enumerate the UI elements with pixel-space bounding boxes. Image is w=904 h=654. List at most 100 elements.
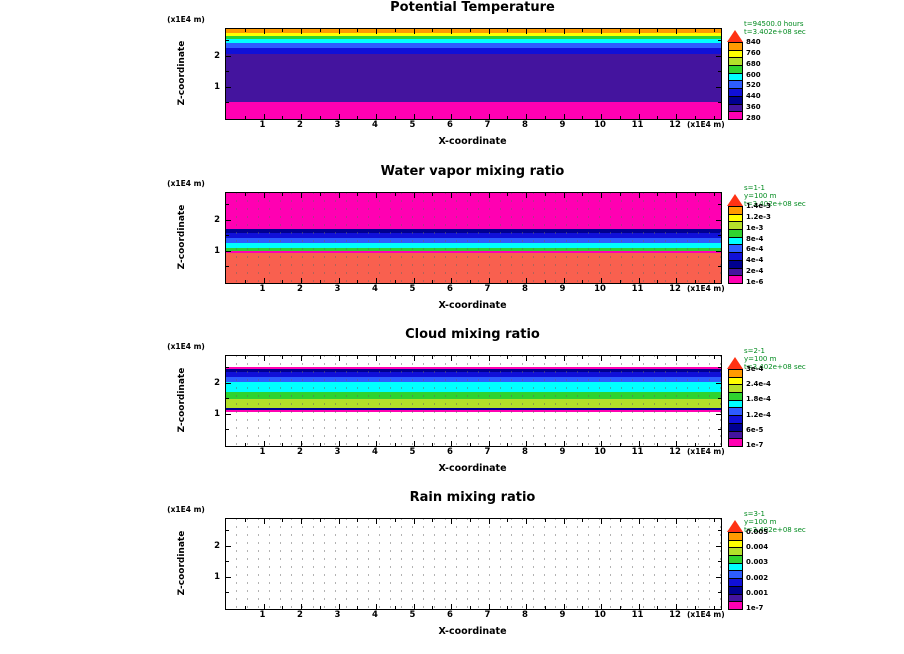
colorbar-segment <box>729 206 742 215</box>
axis-tick <box>619 280 621 283</box>
axis-tick <box>713 356 715 359</box>
axis-tick <box>526 193 527 198</box>
axis-tick <box>716 413 721 415</box>
axis-tick <box>432 606 434 609</box>
axis-tick <box>694 606 696 609</box>
axis-tick <box>638 278 640 283</box>
x-tick-label: 1 <box>259 284 266 294</box>
axis-tick <box>357 29 359 32</box>
axis-tick <box>488 29 490 34</box>
colorbar-tick-label: 2.4e-4 <box>746 380 771 389</box>
grid-dots <box>226 193 721 283</box>
axis-tick <box>507 356 509 359</box>
axis-tick <box>338 519 340 524</box>
axis-tick <box>244 443 246 446</box>
x-axis-label: X-coordinate <box>438 300 507 311</box>
axis-tick <box>507 280 509 283</box>
axis-tick <box>694 356 696 359</box>
colorbar-tick-label: 520 <box>746 81 761 90</box>
colorbar-tick-label: 760 <box>746 48 761 57</box>
axis-tick <box>244 519 246 522</box>
axis-tick <box>544 519 546 522</box>
panel-potential-temperature: Potential Temperature (x1E4 m) Z-coordin… <box>0 0 904 164</box>
axis-tick <box>263 519 265 524</box>
axis-tick <box>263 114 265 119</box>
axis-tick <box>244 356 246 359</box>
x-tick-label: 9 <box>559 447 566 457</box>
colorbar-arrow <box>727 520 743 532</box>
axis-tick <box>694 116 696 119</box>
axis-tick <box>432 356 434 359</box>
axis-tick <box>716 86 721 88</box>
panel-title: Rain mixing ratio <box>409 490 536 505</box>
axis-tick <box>507 116 509 119</box>
axis-tick <box>301 114 302 119</box>
axis-tick <box>301 604 302 609</box>
axis-tick <box>718 266 721 268</box>
axis-tick <box>718 367 721 369</box>
y-axis-label: Z-coordinate <box>177 40 187 106</box>
axis-tick <box>413 604 415 609</box>
axis-tick <box>244 280 246 283</box>
x-tick-label: 6 <box>447 120 453 130</box>
axis-tick <box>226 530 229 532</box>
colorbar-segment <box>729 563 742 572</box>
axis-tick <box>488 278 490 283</box>
axis-tick <box>657 29 659 32</box>
plot-annotations: t=94500.0 hours t=3.402e+08 sec <box>744 20 806 36</box>
y-axis-unit-label: (x1E4 m) <box>167 505 205 514</box>
axis-tick <box>638 441 640 446</box>
axis-tick <box>301 356 302 361</box>
x-tick-label: 2 <box>297 610 303 620</box>
axis-tick <box>357 443 359 446</box>
axis-tick <box>469 519 471 522</box>
axis-tick <box>319 606 321 609</box>
axis-tick <box>244 193 246 196</box>
x-axis-label: X-coordinate <box>438 626 507 637</box>
plot-annotations: s=1-1 y=100 m t=3.402e+08 sec <box>744 184 806 208</box>
axis-tick <box>718 530 721 532</box>
axis-tick <box>563 441 565 446</box>
colorbar <box>728 532 743 610</box>
colorbar-tick-label: 6e-5 <box>746 425 764 434</box>
axis-tick <box>563 356 565 361</box>
contour-band <box>226 32 721 37</box>
axis-tick <box>718 40 721 42</box>
colorbar-segment <box>729 81 742 90</box>
plot-annotations: s=3-1 y=100 m t=3.402e+08 sec <box>744 510 806 534</box>
axis-tick <box>376 193 377 198</box>
axis-tick <box>432 443 434 446</box>
axis-tick <box>619 443 621 446</box>
x-axis-unit-label: (x1E4 m) <box>687 610 725 619</box>
colorbar-segment <box>729 586 742 595</box>
x-tick-label: 1 <box>259 120 266 130</box>
x-tick-label: 8 <box>522 610 528 620</box>
y-tick-label: 1 <box>214 408 220 419</box>
axis-tick <box>263 441 265 446</box>
axis-tick <box>718 592 721 594</box>
axis-tick <box>657 116 659 119</box>
axis-tick <box>718 102 721 104</box>
axis-tick <box>469 356 471 359</box>
axis-tick <box>376 356 377 361</box>
axis-tick <box>469 280 471 283</box>
axis-tick <box>716 55 721 57</box>
axis-tick <box>432 519 434 522</box>
colorbar-tick-label: 840 <box>746 38 761 46</box>
x-tick-label: 12 <box>669 447 681 457</box>
axis-tick <box>469 443 471 446</box>
axis-tick <box>676 193 677 198</box>
annotation-line: y=100 m <box>744 192 777 200</box>
x-tick-label: 9 <box>559 610 566 620</box>
axis-tick <box>676 604 677 609</box>
x-tick-label: 8 <box>522 447 528 457</box>
annotation-line: t=3.402e+08 sec <box>744 200 806 208</box>
x-tick-label: 10 <box>594 284 606 294</box>
axis-tick <box>601 519 602 524</box>
x-tick-label: 3 <box>334 120 341 130</box>
contour-band <box>226 29 721 33</box>
x-tick-label: 3 <box>334 447 341 457</box>
axis-tick <box>226 367 229 369</box>
colorbar-segment <box>729 50 742 59</box>
